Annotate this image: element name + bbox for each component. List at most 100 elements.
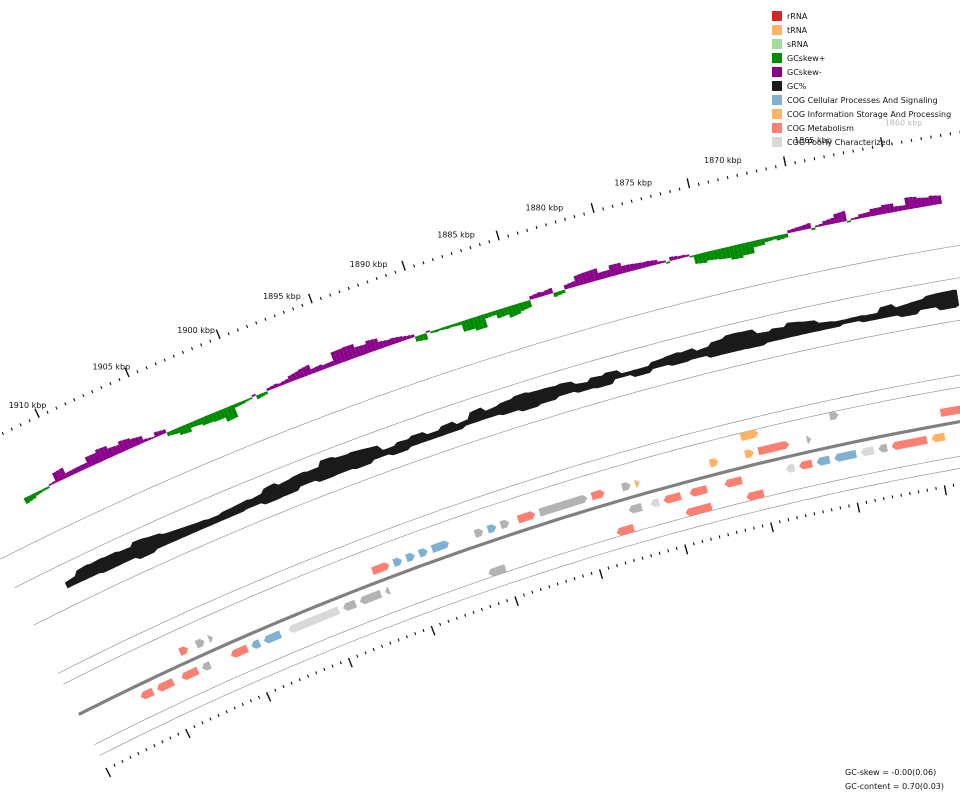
gc-skew-negative-bin — [369, 339, 377, 352]
gene-feature — [744, 449, 754, 459]
gc-skew-negative-bin — [893, 206, 899, 212]
gc-skew-negative-bin — [137, 435, 145, 444]
inner-tick — [121, 759, 124, 763]
legend-label: COG Cellular Processes And Signaling — [787, 95, 938, 105]
gc-skew-positive-bin — [491, 310, 497, 316]
outer-tick — [717, 178, 719, 182]
gc-skew-positive-bin — [557, 290, 562, 296]
gc-skew-negative-bin — [897, 205, 903, 212]
inner-tick — [582, 574, 585, 578]
outer-tick — [357, 283, 360, 287]
legend-item-cog-cellular: COG Cellular Processes And Signaling — [772, 93, 951, 107]
gene-feature — [263, 630, 283, 644]
outer-tick — [880, 137, 884, 148]
gc-skew-negative-bin — [884, 204, 891, 214]
gc-skew-negative-bin — [605, 269, 612, 278]
gc-skew-negative-bin — [358, 345, 366, 356]
outer-tick — [209, 339, 212, 343]
outer-tick — [630, 199, 633, 203]
outer-tick — [726, 175, 729, 180]
gc-skew-positive-bin — [713, 249, 720, 260]
gc-skew-positive-bin — [693, 254, 700, 265]
inner-tick — [701, 539, 704, 544]
inner-tick-ruler — [105, 483, 955, 778]
gc-skew-positive-bin — [744, 242, 751, 255]
gc-skew-negative-bin — [72, 467, 79, 474]
gc-skew-negative-bin — [908, 196, 915, 210]
gc-skew-positive-bin — [709, 250, 716, 261]
gc-skew-negative-bin — [79, 464, 86, 471]
gc-skew-negative-bin — [117, 440, 126, 453]
inner-tick — [804, 514, 807, 518]
legend-swatch — [772, 95, 782, 105]
inner-tick — [464, 613, 467, 617]
gc-skew-positive-bin — [218, 409, 226, 420]
gc-skew-negative-bin — [865, 211, 871, 218]
gc-skew-negative-bin — [329, 360, 335, 367]
gc-skew-negative-bin — [616, 262, 624, 275]
gc-skew-positive-bin — [192, 420, 199, 427]
gene-feature — [860, 446, 875, 457]
grid-line — [94, 455, 960, 746]
gc-skew-negative-bin — [402, 335, 408, 341]
gc-skew-positive-bin — [768, 236, 773, 242]
inner-tick — [522, 593, 525, 597]
inner-tick — [364, 651, 367, 655]
gc-skew-negative-bin — [787, 229, 792, 234]
gc-skew-positive-bin — [445, 325, 451, 330]
gc-skew-positive-bin — [752, 240, 758, 248]
gene-feature — [878, 443, 888, 453]
gc-skew-positive-bin — [27, 494, 34, 502]
gene-feature — [689, 485, 708, 497]
outer-tick — [488, 240, 491, 244]
gene-feature — [939, 405, 960, 417]
outer-tick — [163, 358, 166, 362]
gc-skew-positive-bin — [244, 398, 250, 402]
gc-skew-negative-bin — [76, 465, 82, 473]
grid-line — [57, 374, 960, 674]
reverse-strand-features — [178, 405, 960, 656]
grid-line — [33, 319, 960, 626]
gc-skew-negative-bin — [284, 378, 290, 384]
inner-tick — [882, 497, 885, 501]
inner-tick — [372, 647, 375, 652]
gc-skew-positive-bin — [495, 309, 502, 319]
gc-skew-positive-bin — [468, 317, 476, 330]
outer-tick — [939, 133, 942, 137]
legend-swatch — [772, 25, 782, 35]
gc-skew-negative-bin — [597, 271, 604, 280]
gene-feature — [194, 638, 205, 649]
legend-label: sRNA — [787, 39, 809, 49]
gc-skew-negative-bin — [633, 263, 639, 271]
gene-feature — [650, 498, 661, 508]
inner-tick — [282, 684, 285, 689]
gc-skew-positive-bin — [34, 491, 40, 496]
legend-item-gc-percent: GC% — [772, 79, 951, 93]
outer-tick — [215, 329, 221, 340]
gc-skew-negative-bin — [629, 263, 635, 272]
gc-skew-positive-bin — [748, 241, 755, 254]
gc-skew-negative-bin — [563, 284, 569, 290]
gc-skew-negative-bin — [297, 368, 305, 378]
gc-skew-positive-bin — [185, 423, 193, 433]
gene-feature — [288, 606, 341, 633]
outer-tick — [64, 402, 67, 406]
gc-skew-negative-bin — [571, 281, 577, 288]
outer-tick — [686, 178, 691, 189]
gc-skew-negative-bin — [269, 385, 275, 390]
gc-skew-positive-bin — [724, 246, 732, 259]
gc-skew-negative-bin — [345, 345, 354, 360]
outer-tick — [871, 145, 874, 149]
gene-feature — [724, 476, 743, 488]
gc-skew-positive-bin — [561, 289, 566, 294]
legend-label: COG Poorly Characterized — [787, 137, 891, 147]
gene-feature — [178, 646, 188, 656]
gc-skew-negative-bin — [657, 260, 663, 265]
inner-tick — [590, 571, 593, 575]
gc-skew-positive-bin — [740, 243, 748, 256]
gc-content-profile — [64, 289, 960, 589]
inner-tick — [233, 706, 236, 710]
legend-item-gcskew-pos: GCskew+ — [772, 51, 951, 65]
inner-tick — [315, 671, 318, 675]
inner-tick — [935, 486, 937, 491]
